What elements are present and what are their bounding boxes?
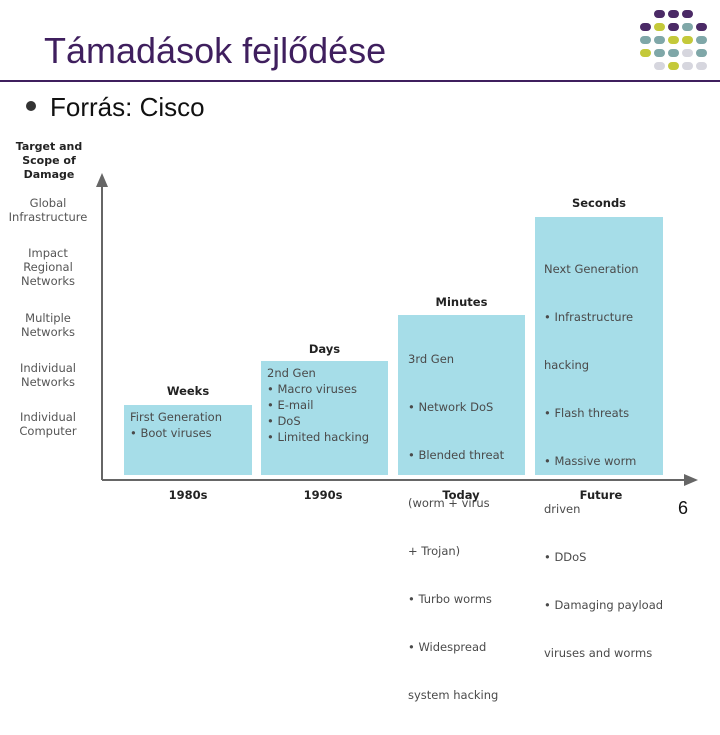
decorative-dot [696, 36, 707, 44]
y-level-text: Networks [20, 375, 75, 389]
box-line: + Trojan) [408, 544, 461, 558]
box-line: • Damaging payload [544, 598, 664, 612]
box-line: system hacking [408, 688, 499, 702]
y-level-text: Global [29, 196, 67, 210]
x-label-today: Today [442, 488, 480, 502]
decorative-dot [654, 10, 665, 18]
y-level-multiple: Multiple Networks [0, 311, 96, 339]
decorative-dot [696, 62, 707, 70]
y-level-text: Multiple [25, 311, 71, 325]
y-axis-title-line: Target and [15, 140, 83, 153]
box-line: Next Generation [544, 262, 639, 276]
y-axis-title: Target and Scope of Damage [0, 140, 98, 182]
box-line: 2nd Gen [267, 366, 316, 380]
x-axis-arrow-icon [684, 474, 698, 486]
y-level-text: Individual [19, 361, 76, 375]
bullet-icon [26, 101, 36, 111]
decorative-dot [668, 10, 679, 18]
y-level-individual-computer: Individual Computer [0, 410, 96, 438]
decorative-dot [640, 23, 651, 31]
y-level-text: Regional [23, 260, 73, 274]
decorative-dot [682, 62, 693, 70]
generation-box-second: 2nd Gen • Macro viruses • E-mail • DoS •… [261, 361, 388, 475]
box-line: 3rd Gen [408, 352, 455, 366]
diagram-axes [96, 173, 698, 486]
box-line: • Boot viruses [130, 426, 212, 440]
decorative-dot [654, 36, 665, 44]
box-line: • Limited hacking [267, 430, 370, 444]
box-line: • Infrastructure [544, 310, 634, 324]
decorative-dot [668, 36, 679, 44]
box-heading-seconds: Seconds [571, 196, 627, 210]
decorative-dot [682, 23, 693, 31]
y-level-global: Global Infrastructure [0, 196, 96, 224]
decorative-dot [654, 23, 665, 31]
box-line: • Macro viruses [267, 382, 357, 396]
box-text: 2nd Gen • Macro viruses • E-mail • DoS •… [267, 365, 382, 445]
decorative-dot [682, 36, 693, 44]
decorative-dot [696, 49, 707, 57]
box-line: (worm + virus [408, 496, 490, 510]
source-bullet: Forrás: Cisco [50, 92, 205, 122]
y-level-individual-networks: Individual Networks [0, 361, 96, 389]
box-line: • Widespread [408, 640, 487, 654]
y-level-text: Computer [19, 424, 77, 438]
box-line: • E-mail [267, 398, 314, 412]
box-line: • Flash threats [544, 406, 630, 420]
box-line: • Blended threat [408, 448, 505, 462]
box-line: • DDoS [544, 550, 587, 564]
generation-box-third: 3rd Gen • Network DoS • Blended threat (… [398, 315, 525, 702]
decorative-dot [654, 62, 665, 70]
generation-box-next: Next Generation • Infrastructure hacking… [535, 217, 663, 660]
box-text: 3rd Gen • Network DoS • Blended threat (… [408, 319, 519, 735]
decorative-dot [640, 49, 651, 57]
y-level-text: Networks [20, 274, 75, 288]
box-line: hacking [544, 358, 590, 372]
box-text: First Generation • Boot viruses [130, 409, 246, 441]
decorative-dot-grid [640, 10, 718, 80]
decorative-dot [696, 23, 707, 31]
box-heading-days: Days [308, 342, 341, 356]
box-line: driven [544, 502, 581, 516]
y-level-text: Networks [20, 325, 75, 339]
box-line: First Generation [130, 410, 223, 424]
decorative-dot [668, 49, 679, 57]
decorative-dot [682, 49, 693, 57]
box-line: • Network DoS [408, 400, 494, 414]
box-line: • Turbo worms [408, 592, 492, 606]
y-level-text: Infrastructure [8, 210, 88, 224]
decorative-dot [668, 62, 679, 70]
x-label-1990s: 1990s [303, 488, 343, 502]
y-level-text: Individual [19, 410, 76, 424]
y-axis-title-line: Scope of Damage [22, 154, 76, 181]
x-label-future: Future [579, 488, 623, 502]
y-axis-arrow-icon [96, 173, 108, 187]
box-heading-minutes: Minutes [435, 295, 488, 309]
box-heading-weeks: Weeks [166, 384, 210, 398]
y-level-text: Impact [28, 246, 68, 260]
decorative-dot [682, 10, 693, 18]
box-line: viruses and worms [544, 646, 653, 660]
x-label-1980s: 1980s [168, 488, 208, 502]
generation-box-first: First Generation • Boot viruses [124, 405, 252, 475]
decorative-dot [668, 23, 679, 31]
decorative-dot [654, 49, 665, 57]
box-line: • DoS [267, 414, 301, 428]
title-divider [0, 80, 720, 82]
page-number: 6 [678, 498, 689, 518]
box-text: Next Generation • Infrastructure hacking… [544, 229, 664, 693]
attack-evolution-diagram: Target and Scope of Damage Global Infras… [0, 135, 720, 702]
slide-title: Támadások fejlődése [44, 30, 387, 71]
decorative-dot [640, 36, 651, 44]
y-level-regional: Impact Regional Networks [0, 246, 96, 288]
box-line: • Massive worm [544, 454, 637, 468]
